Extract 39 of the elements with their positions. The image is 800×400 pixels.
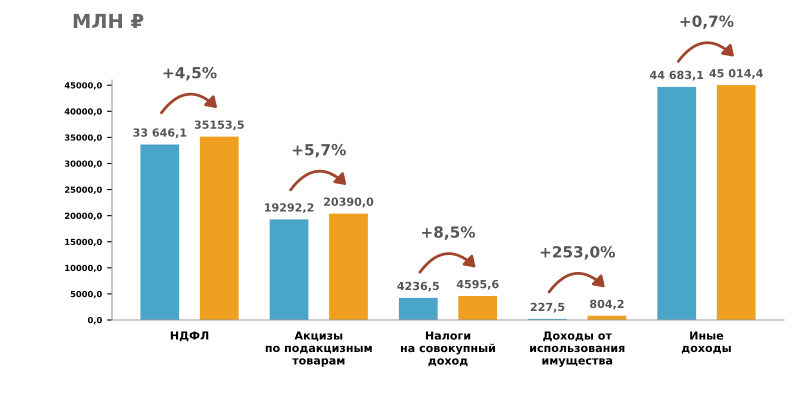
annotation: +5,7%: [292, 144, 346, 158]
x-tick-label: Иные доходы: [682, 331, 731, 354]
bar: [657, 86, 696, 320]
bar: [200, 136, 239, 320]
y-tick-label: 45000,0: [64, 82, 102, 90]
bar: [140, 144, 180, 320]
annotation: +8,5%: [422, 226, 476, 240]
y-tick-label: 25000,0: [64, 186, 102, 194]
data-label: 227,5: [530, 302, 564, 313]
data-label: 4595,6: [456, 280, 499, 290]
bar: [458, 296, 498, 320]
annotation: +253,0%: [540, 246, 615, 260]
bar: [716, 85, 756, 320]
data-label: 45 014,4: [709, 69, 763, 79]
x-tick-label: Акцизы по подакцизным товарам: [266, 331, 372, 367]
x-tick-label: Доходы от использования имущества: [530, 331, 624, 367]
bar: [270, 219, 308, 320]
data-label: 804,2: [590, 300, 624, 310]
data-label: 19292,2: [264, 203, 314, 214]
bar: [329, 214, 368, 320]
y-tick-label: 15000,0: [65, 238, 102, 246]
data-label: 35153,5: [194, 120, 244, 130]
y-tick-label: 10000,0: [65, 264, 102, 272]
y-tick-label: 35000,0: [64, 134, 102, 142]
y-tick-label: 40000,0: [64, 108, 102, 116]
y-tick-label: 0,0: [88, 316, 102, 324]
chart-title: МЛН ₽: [74, 14, 144, 28]
text: +0,7%: [680, 15, 734, 29]
y-tick-label: 20000,0: [64, 212, 102, 220]
data-label: 4236,5: [397, 282, 439, 292]
data-label: 44 683,1: [650, 70, 704, 81]
y-tick-label: 30000,0: [64, 160, 102, 168]
bar: [398, 298, 438, 320]
y-tick-label: 5000,0: [70, 290, 102, 298]
data-label: 20390,0: [324, 198, 374, 208]
x-tick-label: Налоги на совокупный доход: [400, 331, 496, 366]
annotation: +4,5%: [164, 66, 217, 80]
data-label: 33 646,1: [133, 128, 186, 138]
x-tick-label: НДФЛ: [170, 331, 208, 342]
